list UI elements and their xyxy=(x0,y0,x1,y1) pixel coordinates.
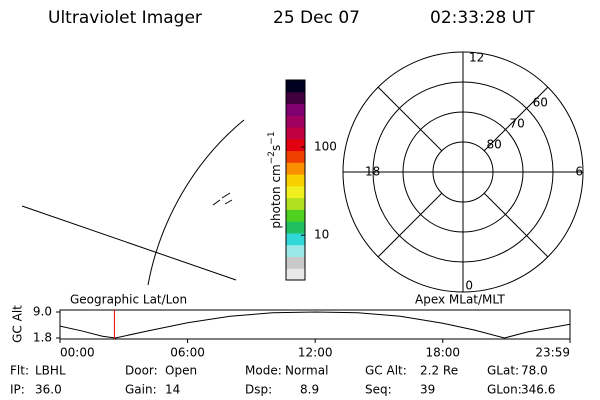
info-label: Flt: xyxy=(10,364,29,378)
color-step xyxy=(286,174,305,187)
map-line xyxy=(212,192,233,206)
meridian xyxy=(377,86,443,152)
colorbar-tick-label: 100 xyxy=(314,140,337,154)
info-label: GC Alt: xyxy=(365,364,407,378)
info-label: GLat: xyxy=(487,364,519,378)
hour-label: 18 xyxy=(365,165,380,179)
info-value: 36.0 xyxy=(35,383,62,397)
right-label: Apex MLat/MLT xyxy=(415,293,505,307)
color-step xyxy=(286,197,305,210)
ring-label: 60 xyxy=(533,96,548,110)
geographic-image xyxy=(21,119,245,286)
info-label: Dsp: xyxy=(245,383,272,397)
y-tick-label: 9.0 xyxy=(33,305,52,319)
x-tick-label: 23:59 xyxy=(535,346,570,360)
y-axis-label: GC Alt xyxy=(11,305,25,343)
color-step xyxy=(286,91,305,105)
info-value: 2.2 Re xyxy=(420,364,458,378)
x-tick-label: 00:00 xyxy=(60,346,95,360)
color-step xyxy=(286,138,305,152)
ring-label: 70 xyxy=(510,117,525,131)
color-step xyxy=(286,185,305,199)
hour-label: 12 xyxy=(469,51,484,65)
color-step xyxy=(286,103,305,116)
meridian xyxy=(483,86,549,152)
info-label: Door: xyxy=(125,364,158,378)
color-step xyxy=(286,268,305,281)
label-part: photon cm xyxy=(269,164,283,228)
altitude-curve xyxy=(59,311,571,339)
y-tick-label: 1.8 xyxy=(33,331,52,345)
info-label: Mode: xyxy=(245,364,282,378)
color-step xyxy=(286,221,305,234)
label-part: −1 xyxy=(267,131,277,144)
x-tick-label: 06:00 xyxy=(170,346,205,360)
info-label: Seq: xyxy=(365,383,392,397)
x-tick-label: 18:00 xyxy=(425,346,460,360)
ring-label: 80 xyxy=(486,138,501,152)
meridian xyxy=(483,192,549,258)
info-value: Open xyxy=(165,364,197,378)
info-value: 39 xyxy=(420,383,435,397)
info-value: LBHL xyxy=(35,364,66,378)
instrument: Ultraviolet Imager xyxy=(48,8,202,28)
info-value: 346.6 xyxy=(521,383,555,397)
info-label: GLon: xyxy=(487,383,522,397)
color-step xyxy=(286,232,305,246)
colorbar-tick-label: 10 xyxy=(314,228,329,242)
info-value: 78.0 xyxy=(521,364,548,378)
color-step xyxy=(286,150,305,163)
left-label: Geographic Lat/Lon xyxy=(70,293,187,307)
meridian xyxy=(377,192,443,258)
color-step xyxy=(286,127,305,140)
hour-label: 0 xyxy=(465,279,473,293)
time: 02:33:28 UT xyxy=(430,8,535,28)
color-step xyxy=(286,80,305,93)
hour-label: 6 xyxy=(575,165,583,179)
colorbar-frame xyxy=(285,79,306,281)
color-step xyxy=(286,244,305,257)
map-line xyxy=(147,119,245,286)
info-value: 14 xyxy=(165,383,180,397)
color-step xyxy=(286,256,305,269)
info-label: Gain: xyxy=(125,383,157,397)
x-tick-label: 12:00 xyxy=(298,346,333,360)
color-step xyxy=(286,162,305,175)
colorbar-label: photon cm−2s−1 xyxy=(267,131,283,228)
info-label: IP: xyxy=(10,383,25,397)
label-part: −2 xyxy=(267,151,277,164)
color-step xyxy=(286,115,305,128)
info-value: 8.9 xyxy=(300,383,319,397)
info-value: Normal xyxy=(285,364,328,378)
label-part: s xyxy=(269,145,283,151)
color-step xyxy=(286,209,305,222)
map-line xyxy=(21,205,237,281)
date: 25 Dec 07 xyxy=(273,8,360,28)
